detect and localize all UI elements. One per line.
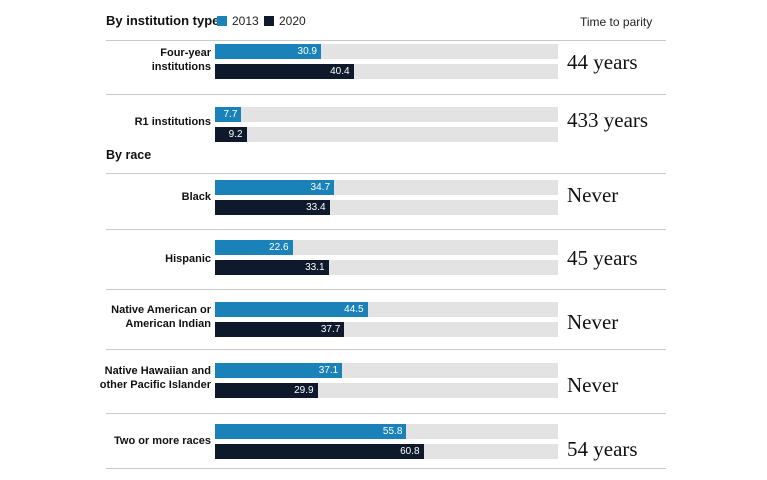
bar-2020: [215, 64, 354, 79]
time-to-parity-value: 433 years: [567, 108, 649, 132]
bar-2013: [215, 107, 242, 122]
bar-value-label: 9.2: [228, 129, 243, 140]
row-divider: [106, 349, 666, 350]
time-to-parity-value: 44 years: [567, 50, 638, 74]
row-divider: [106, 289, 666, 290]
bar-value-label: 33.4: [306, 202, 326, 213]
bar-track: 33.4: [215, 200, 558, 215]
category-label: Two or more races: [114, 435, 211, 447]
time-to-parity-value: Never: [567, 310, 619, 334]
bar-track: 60.8: [215, 444, 558, 459]
bar-2020: [215, 322, 345, 337]
bar-2020: [215, 200, 330, 215]
bar-value-label: 60.8: [400, 446, 420, 457]
category-label: Native American or American Indian: [111, 304, 211, 330]
bar-value-label: 34.7: [310, 182, 331, 193]
bar-track: 37.1: [215, 363, 558, 378]
bar-2020: [215, 127, 247, 142]
bar-value-label: 7.7: [223, 109, 238, 120]
time-to-parity-header: Time to parity: [580, 15, 653, 29]
legend-swatch-2020: [264, 16, 274, 26]
bar-track: 9.2: [215, 127, 558, 142]
bar-value-label: 22.6: [269, 242, 289, 253]
bar-value-label: 40.4: [330, 66, 350, 77]
category-label: Native Hawaiian and other Pacific Island…: [99, 365, 211, 391]
bar-track: 37.7: [215, 322, 558, 337]
section-title-race: By race: [106, 148, 152, 162]
category-label: R1 institutions: [134, 116, 211, 128]
bar-track: 34.7: [215, 180, 558, 195]
time-to-parity-value: Never: [567, 373, 619, 397]
legend-item-2013: 2013: [217, 14, 259, 28]
bar-value-label: 37.1: [318, 365, 339, 376]
time-to-parity-value: Never: [567, 183, 619, 207]
bar-2020: [215, 260, 329, 275]
row-divider: [106, 40, 666, 41]
category-label: Hispanic: [165, 253, 211, 265]
bar-2013: [215, 180, 335, 195]
bar-value-label: 55.8: [382, 426, 403, 437]
bar-2013: [215, 424, 407, 439]
bar-track: 40.4: [215, 64, 558, 79]
category-label: Four-year institutions: [151, 47, 211, 73]
category-label: Black: [181, 191, 211, 203]
time-to-parity-value: 45 years: [567, 246, 638, 270]
row-divider: [106, 468, 666, 469]
bar-track: 29.9: [215, 383, 558, 398]
bar-2013: [215, 302, 368, 317]
bar-value-label: 29.9: [294, 385, 314, 396]
bar-track: 7.7: [215, 107, 558, 122]
row-divider: [106, 229, 666, 230]
bar-track: 44.5: [215, 302, 558, 317]
bar-value-label: 33.1: [305, 262, 325, 273]
bar-value-label: 30.9: [297, 46, 317, 57]
bar-2013: [215, 363, 343, 378]
bar-2013: [215, 240, 293, 255]
bar-value-label: 44.5: [344, 304, 364, 315]
bar-track: 33.1: [215, 260, 558, 275]
bar-2020: [215, 383, 318, 398]
row-divider: [106, 173, 666, 174]
legend-title: By institution type: [106, 13, 220, 28]
row-divider: [106, 413, 666, 414]
bar-track: 30.9: [215, 44, 558, 59]
bar-2020: [215, 444, 424, 459]
bar-2013: [215, 44, 321, 59]
legend-label-2013: 2013: [232, 14, 259, 28]
bar-track: 22.6: [215, 240, 558, 255]
time-to-parity-value: 54 years: [567, 437, 638, 461]
row-divider: [106, 94, 666, 95]
legend-item-2020: 2020: [264, 14, 306, 28]
legend-label-2020: 2020: [279, 14, 306, 28]
bar-track: 55.8: [215, 424, 558, 439]
legend-swatch-2013: [217, 16, 227, 26]
bar-value-label: 37.7: [320, 324, 341, 335]
